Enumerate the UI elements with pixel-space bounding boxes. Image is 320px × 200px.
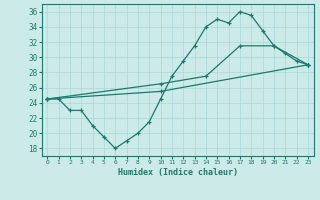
X-axis label: Humidex (Indice chaleur): Humidex (Indice chaleur) xyxy=(118,168,237,177)
